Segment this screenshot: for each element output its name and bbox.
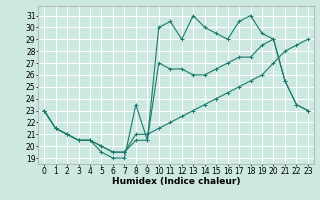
X-axis label: Humidex (Indice chaleur): Humidex (Indice chaleur) (112, 177, 240, 186)
